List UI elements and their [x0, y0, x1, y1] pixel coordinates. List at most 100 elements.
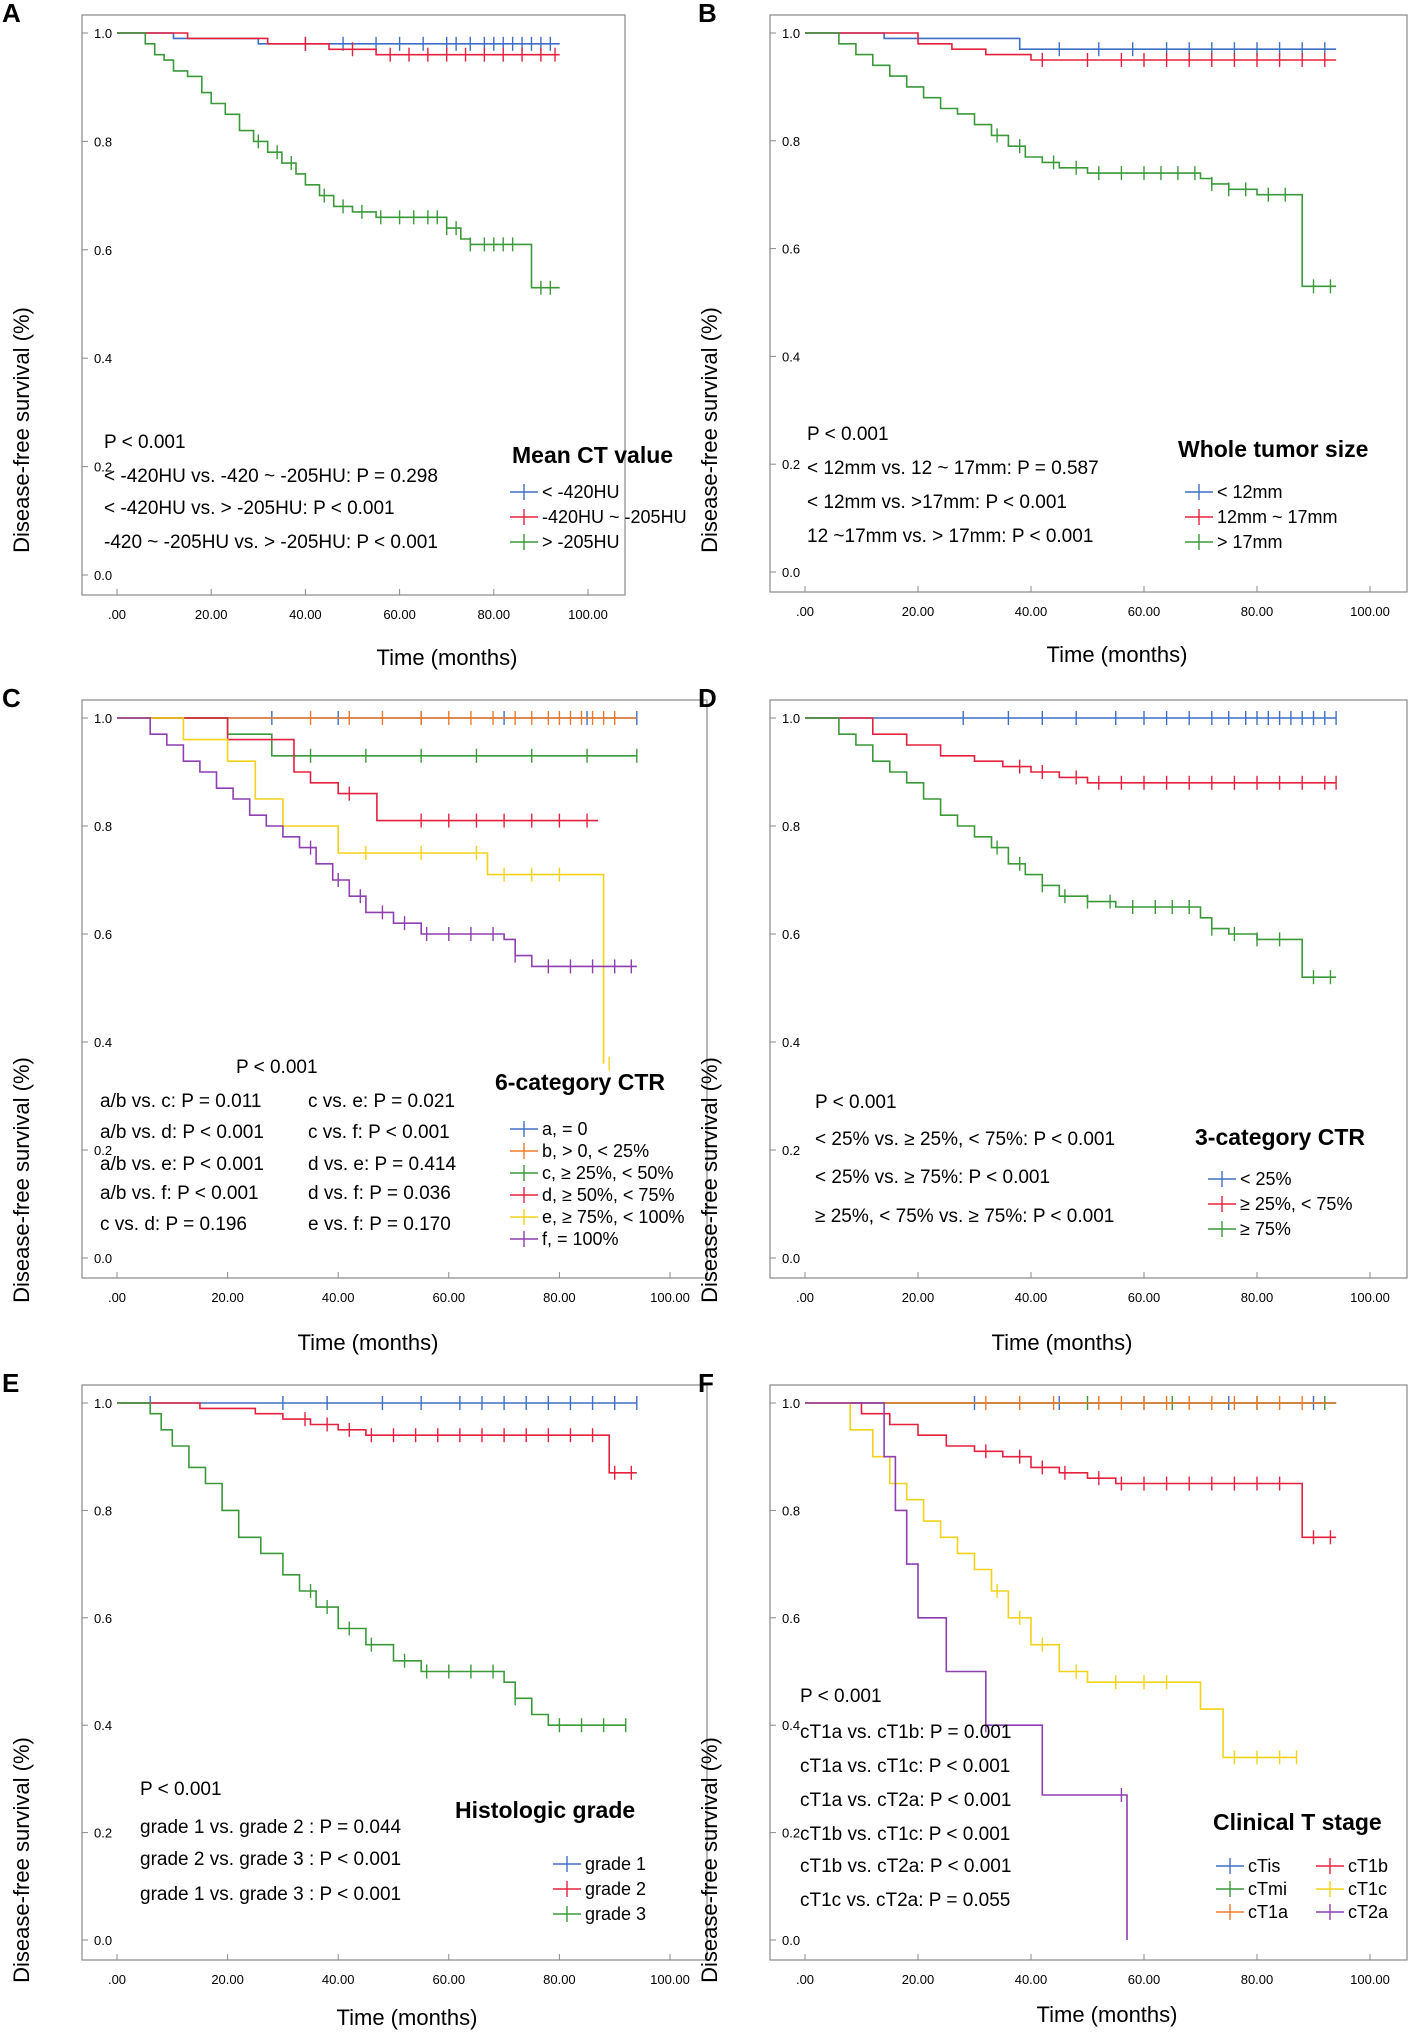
x-tick-label: 20.00 [211, 1290, 244, 1305]
stat-line: cT1b vs. cT1c: P < 0.001 [800, 1824, 1010, 1845]
legend-item: cT1c [1348, 1879, 1387, 1899]
x-tick-label: .00 [796, 1972, 814, 1987]
y-tick-label: 0.4 [782, 1718, 800, 1733]
y-tick-label: 1.0 [782, 711, 800, 726]
plot-frame [81, 699, 708, 1279]
plot-frame [769, 1384, 1408, 1961]
x-tick-label: 80.00 [1241, 604, 1274, 619]
y-tick-label: 0.2 [782, 457, 800, 472]
stat-line: P < 0.001 [800, 1686, 882, 1707]
stat-line: a/b vs. e: P < 0.001 [100, 1154, 264, 1175]
x-tick-label: .00 [796, 604, 814, 619]
y-tick-label: 0.4 [94, 1035, 112, 1050]
legend-item: 12mm ~ 17mm [1217, 507, 1338, 527]
x-tick-label: 40.00 [1015, 1972, 1048, 1987]
y-tick-label: 0.0 [94, 568, 112, 583]
stat-line: c vs. e: P = 0.021 [308, 1091, 455, 1112]
x-tick-label: 60.00 [383, 607, 416, 622]
legend-item: ≥ 25%, < 75% [1240, 1194, 1352, 1214]
stat-line: < -420HU vs. > -205HU: P < 0.001 [104, 498, 395, 519]
x-tick-label: 20.00 [902, 1290, 935, 1305]
x-tick-label: 20.00 [902, 1972, 935, 1987]
y-axis-label: Disease-free survival (%) [697, 1057, 722, 1303]
panel-letter: F [698, 1368, 714, 1398]
stat-line: < 25% vs. ≥ 75%: P < 0.001 [815, 1167, 1050, 1188]
y-tick-label: 0.4 [94, 1718, 112, 1733]
x-tick-label: .00 [108, 607, 126, 622]
x-axis-label: Time (months) [992, 1330, 1133, 1355]
x-tick-label: 60.00 [433, 1972, 466, 1987]
plot-frame [81, 14, 626, 596]
y-axis-label: Disease-free survival (%) [697, 1737, 722, 1983]
legend-item: c, ≥ 25%, < 50% [542, 1163, 673, 1183]
series-line-purple [117, 717, 637, 968]
x-tick-label: 80.00 [543, 1290, 576, 1305]
series-line-red [117, 1402, 637, 1474]
y-tick-label: 0.8 [782, 134, 800, 149]
y-tick-label: 0.0 [782, 565, 800, 580]
panel-f: F 0.0 0.2 0.4 0.6 0.8 1.0 .00 20.00 40.00 60.00 80.… [697, 1368, 1408, 2027]
stat-line: cT1a vs. cT2a: P < 0.001 [800, 1790, 1011, 1811]
series-line-red [117, 717, 599, 822]
x-tick-label: 60.00 [1128, 604, 1161, 619]
series-line-green [805, 717, 1337, 978]
legend-item: < -420HU [542, 482, 620, 502]
plot-frame [81, 1384, 708, 1961]
stat-line: P < 0.001 [104, 432, 186, 453]
y-axis-label: Disease-free survival (%) [9, 1737, 34, 1983]
legend-item: > -205HU [542, 532, 620, 552]
stat-line: cT1a vs. cT1b: P = 0.001 [800, 1722, 1011, 1743]
y-tick-label: 1.0 [94, 711, 112, 726]
y-tick-label: 1.0 [94, 1396, 112, 1411]
stat-line: ≥ 25%, < 75% vs. ≥ 75%: P < 0.001 [815, 1206, 1114, 1227]
x-tick-label: 40.00 [322, 1972, 355, 1987]
series-line-green [805, 32, 1337, 288]
panel-d: D 0.0 0.2 0.4 0.6 0.8 1.0 .00 20.00 40.00 60.00 80.… [697, 683, 1408, 1355]
x-tick-label: 100.00 [1350, 1290, 1390, 1305]
y-tick-label: 0.8 [94, 819, 112, 834]
x-axis-label: Time (months) [337, 2005, 478, 2030]
legend-title: Whole tumor size [1178, 436, 1368, 462]
x-tick-label: 60.00 [1128, 1972, 1161, 1987]
x-tick-label: 100.00 [568, 607, 608, 622]
y-tick-label: 0.4 [94, 351, 112, 366]
x-tick-label: 60.00 [433, 1290, 466, 1305]
x-tick-label: 40.00 [322, 1290, 355, 1305]
x-tick-label: 20.00 [902, 604, 935, 619]
legend-item: a, = 0 [542, 1119, 588, 1139]
y-tick-label: 0.8 [94, 134, 112, 149]
legend-item: ≥ 75% [1240, 1219, 1291, 1239]
y-tick-label: 0.2 [94, 460, 112, 475]
panel-a: A 0.0 0.2 0.4 0.6 0.8 1.0 .00 20.00 40.00 60.00 80.… [2, 0, 687, 670]
panel-letter: B [698, 0, 717, 28]
stat-line: d vs. e: P = 0.414 [308, 1154, 456, 1175]
panel-e: E 0.0 0.2 0.4 0.6 0.8 1.0 .00 20.00 40.00 60.00 80.… [2, 1368, 708, 2030]
stat-line: < 12mm vs. 12 ~ 17mm: P = 0.587 [807, 458, 1099, 479]
legend-item: f, = 100% [542, 1229, 619, 1249]
stat-line: -420 ~ -205HU vs. > -205HU: P < 0.001 [104, 532, 438, 553]
stat-line: d vs. f: P = 0.036 [308, 1183, 451, 1204]
legend-item: b, > 0, < 25% [542, 1141, 649, 1161]
legend-title: 6-category CTR [495, 1069, 665, 1095]
x-tick-label: .00 [796, 1290, 814, 1305]
stat-line: < -420HU vs. -420 ~ -205HU: P = 0.298 [104, 466, 438, 487]
y-tick-label: 0.0 [782, 1251, 800, 1266]
legend-item: d, ≥ 50%, < 75% [542, 1185, 674, 1205]
x-tick-label: 40.00 [1015, 1290, 1048, 1305]
x-tick-label: 100.00 [1350, 1972, 1390, 1987]
series-line-yellow [117, 717, 605, 1064]
y-tick-label: 0.2 [94, 1143, 112, 1158]
legend-title: Histologic grade [455, 1797, 635, 1823]
x-tick-label: 80.00 [1241, 1972, 1274, 1987]
stat-line: < 25% vs. ≥ 25%, < 75%: P < 0.001 [815, 1129, 1115, 1150]
y-tick-label: 1.0 [94, 26, 112, 41]
y-tick-label: 0.0 [782, 1933, 800, 1948]
x-tick-label: 20.00 [211, 1972, 244, 1987]
y-tick-label: 0.6 [782, 1611, 800, 1626]
series-line-red [805, 1402, 1337, 1539]
y-tick-label: 0.8 [94, 1503, 112, 1518]
x-tick-label: .00 [108, 1972, 126, 1987]
legend-item: cT2a [1348, 1902, 1389, 1922]
y-tick-label: 0.2 [94, 1826, 112, 1841]
